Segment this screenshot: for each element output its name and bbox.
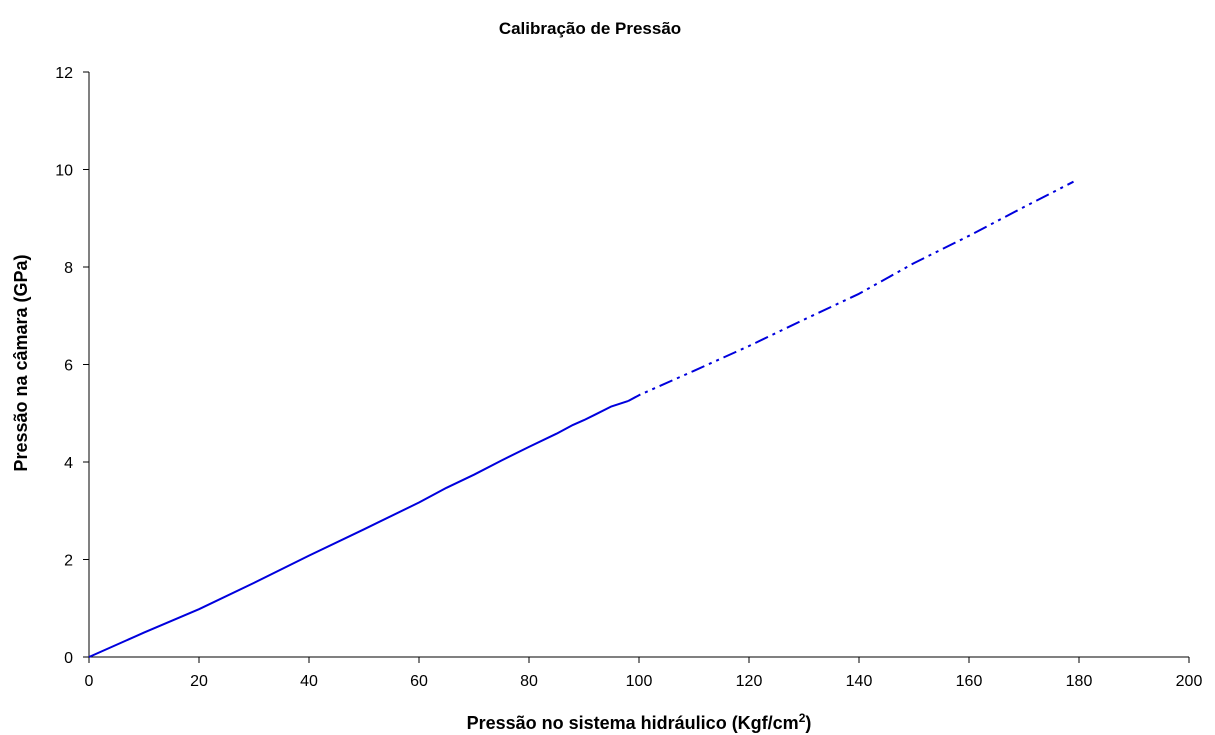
x-axis-label-suffix: ) — [805, 713, 811, 733]
y-axis-ticks: 0 2 4 6 8 10 12 — [55, 65, 89, 667]
x-tick-label: 80 — [520, 673, 538, 690]
x-tick-label: 40 — [300, 673, 318, 690]
x-axis-label: Pressão no sistema hidráulico (Kgf/cm2) — [467, 711, 812, 733]
x-axis-label-main: Pressão no sistema hidráulico (Kgf/cm — [467, 713, 799, 733]
y-tick-label: 2 — [64, 553, 73, 570]
x-tick-label: 0 — [85, 673, 94, 690]
x-axis-ticks: 0 20 40 60 80 100 120 140 160 180 200 — [85, 657, 1203, 690]
series-group — [88, 180, 1074, 658]
x-tick-label: 120 — [736, 673, 763, 690]
series-line-2 — [627, 180, 1074, 402]
x-tick-label: 200 — [1176, 673, 1203, 690]
y-axis-label: Pressão na câmara (GPa) — [11, 254, 31, 471]
y-tick-label: 8 — [64, 260, 73, 277]
x-tick-label: 180 — [1066, 673, 1093, 690]
y-tick-label: 6 — [64, 358, 73, 375]
x-tick-label: 160 — [956, 673, 983, 690]
series-line-1 — [88, 400, 629, 658]
x-tick-label: 100 — [626, 673, 653, 690]
x-tick-label: 60 — [410, 673, 428, 690]
y-tick-label: 4 — [64, 455, 73, 472]
chart-title: Calibração de Pressão — [499, 19, 681, 38]
x-tick-label: 20 — [190, 673, 208, 690]
y-tick-label: 10 — [55, 163, 73, 180]
y-tick-label: 12 — [55, 65, 73, 82]
y-tick-label: 0 — [64, 650, 73, 667]
x-tick-label: 140 — [846, 673, 873, 690]
x-axis-label-superscript: 2 — [799, 711, 806, 725]
